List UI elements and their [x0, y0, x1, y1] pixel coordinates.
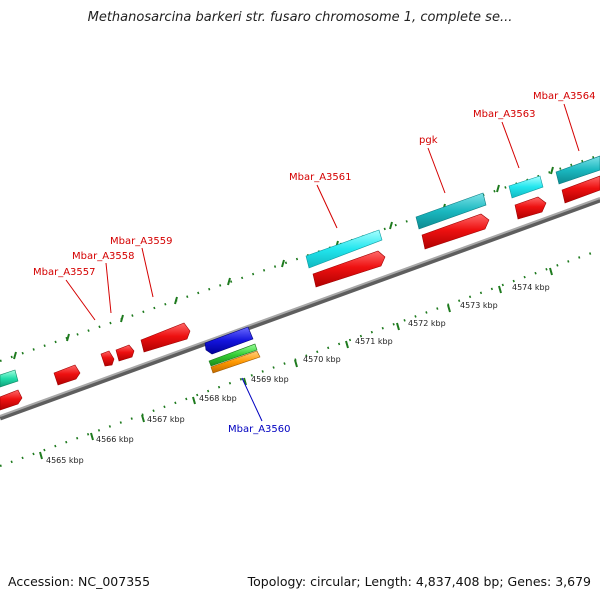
upper-major-tick [496, 184, 500, 193]
lower-major-tick [90, 432, 94, 441]
cds-partial-left[interactable] [0, 389, 23, 411]
lower-major-tick [447, 304, 451, 313]
lower-major-tick [498, 285, 502, 294]
upper-major-ticks [13, 166, 554, 360]
cds-mbar-a3559[interactable] [140, 322, 191, 353]
feature-mbar-a3560-green[interactable] [208, 343, 258, 367]
forward-strand-features [0, 155, 600, 411]
lower-major-tick [243, 377, 247, 386]
lower-major-ticks [39, 267, 553, 460]
gene-leader-lines [65, 103, 580, 422]
leader-mbar-a3560 [241, 377, 263, 422]
lower-major-tick [39, 451, 43, 460]
cds-mbar-a3560[interactable] [204, 326, 254, 355]
cds-mbar-a3563[interactable] [514, 196, 547, 220]
kbp-label: 4573 kbp [460, 301, 498, 310]
leader-mbar-a3558 [105, 262, 112, 314]
leader-mbar-a3564 [563, 103, 580, 152]
gene-label-mbar-a3564[interactable]: Mbar_A3564 [533, 91, 596, 102]
cds-unlabeled[interactable] [53, 364, 81, 386]
feature-mbar-a3560-orange[interactable] [210, 350, 261, 374]
map-title: Methanosarcina barkeri str. fusaro chrom… [87, 10, 513, 25]
gene-label-mbar-a3563[interactable]: Mbar_A3563 [473, 109, 536, 120]
kbp-label: 4567 kbp [147, 415, 185, 424]
leader-mbar-a3559 [141, 247, 154, 298]
leader-pgk [427, 147, 446, 194]
accession-text: Accession: NC_007355 [8, 574, 151, 589]
upper-tick-ruler [0, 153, 600, 363]
gene-label-mbar-a3559[interactable]: Mbar_A3559 [110, 236, 173, 247]
upper-major-tick [227, 277, 231, 286]
lower-major-tick [294, 359, 298, 368]
lower-major-tick [396, 322, 400, 331]
gene-label-pgk[interactable]: pgk [419, 135, 438, 146]
feature-partial-mint[interactable] [0, 369, 19, 388]
leader-mbar-a3557 [65, 279, 96, 321]
reverse-strand-features [204, 326, 261, 374]
upper-major-tick [120, 314, 124, 323]
upper-major-tick [13, 351, 17, 360]
feature-mbar-a3563-cyan[interactable] [508, 175, 544, 199]
upper-major-tick [174, 296, 178, 305]
genome-summary-text: Topology: circular; Length: 4,837,408 bp… [247, 574, 591, 589]
gene-label-mbar-a3557[interactable]: Mbar_A3557 [33, 267, 96, 278]
upper-major-tick [281, 259, 285, 268]
kbp-label: 4568 kbp [199, 394, 237, 403]
feature-mbar-a3561-cyan[interactable] [305, 229, 383, 269]
lower-tick-ruler [0, 248, 600, 468]
leader-mbar-a3563 [501, 121, 520, 169]
chromosome-backbone-shadow [0, 197, 600, 421]
chromosome-backbone [0, 197, 600, 417]
gene-label-mbar-a3558[interactable]: Mbar_A3558 [72, 251, 135, 262]
lower-major-tick [141, 414, 145, 423]
cds-mbar-a3558[interactable] [115, 344, 135, 362]
cds-pgk[interactable] [421, 213, 490, 250]
gene-labels: Mbar_A3557 Mbar_A3558 Mbar_A3559 Mbar_A3… [33, 91, 596, 435]
cds-mbar-a3564[interactable] [561, 175, 600, 204]
feature-pgk-teal[interactable] [415, 192, 487, 230]
upper-major-tick [550, 166, 554, 175]
lower-major-tick [549, 267, 553, 276]
kbp-label: 4571 kbp [355, 337, 393, 346]
cds-mbar-a3557[interactable] [100, 350, 115, 367]
kbp-label: 4572 kbp [408, 319, 446, 328]
kbp-scale-labels: 4565 kbp 4566 kbp 4567 kbp 4568 kbp 4569… [46, 283, 550, 465]
leader-mbar-a3561 [316, 184, 338, 229]
upper-major-tick [66, 333, 70, 342]
kbp-label: 4569 kbp [251, 375, 289, 384]
feature-mbar-a3564-teal[interactable] [555, 155, 600, 185]
gene-label-mbar-a3560[interactable]: Mbar_A3560 [228, 424, 291, 435]
lower-major-tick [192, 396, 196, 405]
gene-label-mbar-a3561[interactable]: Mbar_A3561 [289, 172, 352, 183]
upper-major-tick [389, 221, 393, 230]
cds-mbar-a3561[interactable] [312, 250, 386, 288]
kbp-label: 4565 kbp [46, 456, 84, 465]
kbp-label: 4566 kbp [96, 435, 134, 444]
lower-major-tick [345, 340, 349, 349]
kbp-label: 4574 kbp [512, 283, 550, 292]
kbp-label: 4570 kbp [303, 355, 341, 364]
